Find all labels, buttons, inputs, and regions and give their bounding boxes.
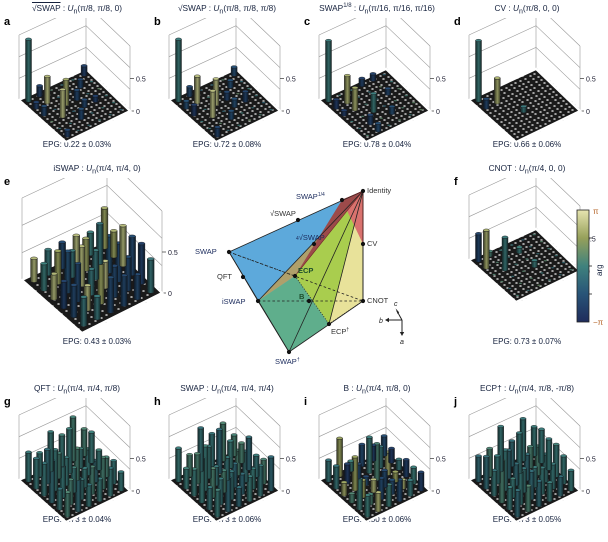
svg-text:c: c <box>394 301 398 308</box>
svg-text:0.5: 0.5 <box>586 456 596 463</box>
svg-text:0.5: 0.5 <box>586 236 596 243</box>
svg-text:QFT: QFT <box>217 272 232 281</box>
svg-text:ECP†: ECP† <box>331 327 349 336</box>
svg-text:CV: CV <box>367 239 377 248</box>
svg-text:0.5: 0.5 <box>286 76 296 83</box>
svg-text:CNOT: CNOT <box>367 296 389 305</box>
svg-text:0.5: 0.5 <box>586 76 596 83</box>
svg-text:ECP: ECP <box>298 266 313 275</box>
svg-text:0: 0 <box>436 489 440 496</box>
svg-text:0: 0 <box>286 489 290 496</box>
svg-text:0.5: 0.5 <box>286 456 296 463</box>
svg-text:iSWAP: iSWAP <box>222 297 245 306</box>
svg-text:0: 0 <box>136 489 140 496</box>
svg-text:0.5: 0.5 <box>136 456 146 463</box>
svg-text:b: b <box>379 318 383 325</box>
svg-text:0.5: 0.5 <box>168 250 178 257</box>
svg-text:SWAP1/4: SWAP1/4 <box>296 192 325 201</box>
svg-text:√SWAP: √SWAP <box>270 209 296 218</box>
svg-text:0: 0 <box>436 109 440 116</box>
svg-text:0: 0 <box>136 109 140 116</box>
svg-text:0.5: 0.5 <box>136 76 146 83</box>
svg-text:0: 0 <box>168 291 172 298</box>
svg-text:Identity: Identity <box>367 186 391 195</box>
svg-text:0: 0 <box>586 109 590 116</box>
svg-text:SWAP: SWAP <box>195 247 217 256</box>
svg-text:a: a <box>400 339 404 346</box>
svg-text:0: 0 <box>586 489 590 496</box>
svg-text:−π: −π <box>593 318 604 327</box>
svg-text:0.5: 0.5 <box>436 76 446 83</box>
svg-text:B: B <box>299 292 305 301</box>
svg-text:4√SWAP: 4√SWAP <box>296 233 325 242</box>
svg-text:SWAP†: SWAP† <box>275 357 300 366</box>
svg-text:0.5: 0.5 <box>436 456 446 463</box>
svg-text:0: 0 <box>586 269 590 276</box>
svg-text:0: 0 <box>286 109 290 116</box>
